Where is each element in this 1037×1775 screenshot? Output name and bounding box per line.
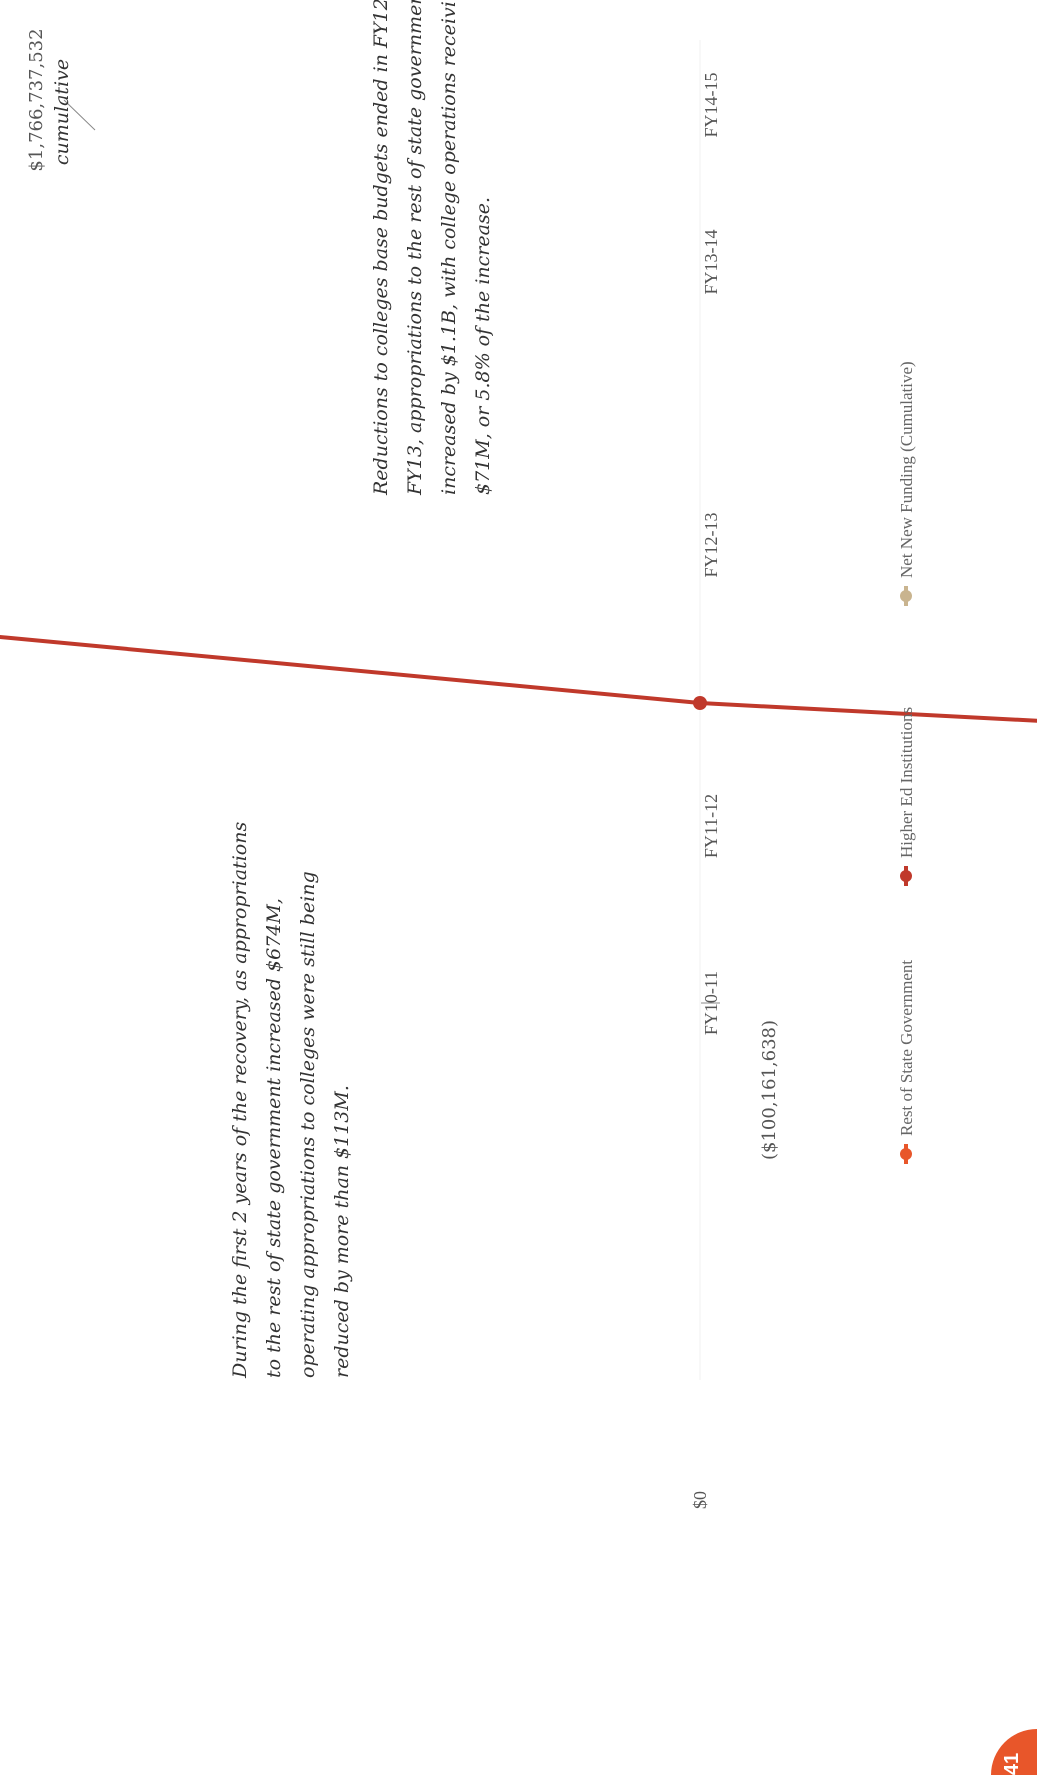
grid-lines — [699, 40, 701, 1380]
note-right-line: $71M, or 5.8% of the increase. — [472, 197, 494, 495]
category-label: FY13-14 — [701, 229, 721, 294]
series-layer — [0, 634, 1037, 723]
note-left-line: reduced by more than $113M. — [331, 1085, 353, 1378]
category-label: FY12-13 — [701, 512, 721, 577]
note-left-line: to the rest of state government increase… — [263, 898, 285, 1378]
annotations: $1,766,737,532 cumulative ($100,161,638) Du… — [26, 0, 780, 1379]
note-right-line: FY13, appropriations to the rest of stat… — [404, 0, 426, 496]
max-leader-line — [63, 99, 96, 131]
legend-swatch-dot — [900, 590, 912, 602]
legend-label: Rest of State Government — [897, 960, 916, 1136]
data-point — [693, 696, 707, 710]
note-left-line: operating appropriations to colleges wer… — [297, 871, 319, 1378]
note-right-line: Reductions to colleges base budgets ende… — [370, 0, 392, 496]
page-badge-circle — [991, 1729, 1037, 1775]
legend-swatch-dot — [900, 1148, 912, 1160]
page-number: 41 — [1001, 1753, 1023, 1775]
min-value-label: ($100,161,638) — [759, 1020, 780, 1160]
legend-swatch-dot — [900, 870, 912, 882]
note-right-line: increased by $1.1B, with college operati… — [438, 0, 460, 495]
category-label: FY11-12 — [701, 794, 721, 858]
series-line — [0, 634, 1037, 723]
note-left-line: During the first 2 years of the recovery… — [229, 822, 251, 1379]
max-value-label: $1,766,737,532 — [26, 28, 47, 171]
legend-label: Higher Ed Institutions — [897, 707, 916, 858]
legend-label: Net New Funding (Cumulative) — [897, 361, 916, 578]
y-tick-label: $0 — [690, 1491, 710, 1509]
legend: Rest of State Government Higher Ed Instit… — [897, 361, 916, 1164]
axis-ticks: $2,000,000,000$1,500,000,000$1,000,000,0… — [690, 1491, 710, 1509]
page-number-badge: 41 — [991, 1729, 1037, 1775]
max-label: cumulative — [51, 59, 73, 165]
category-label: FY14-15 — [701, 72, 721, 137]
